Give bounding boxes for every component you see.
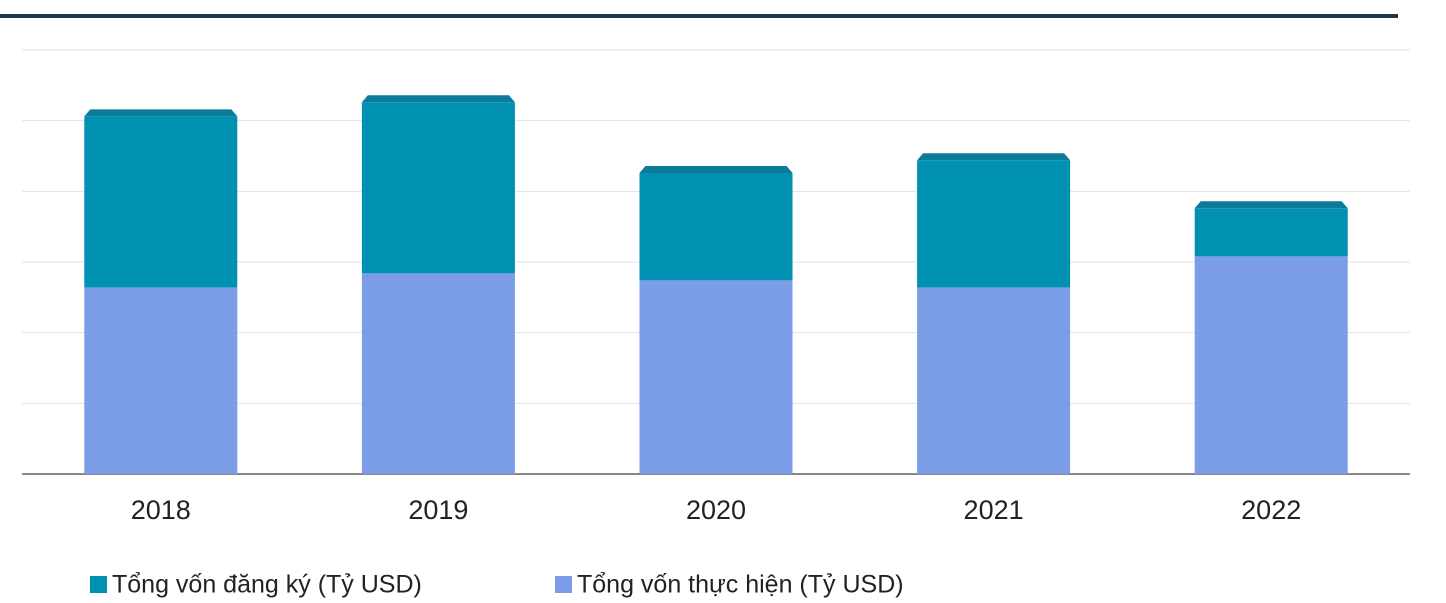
x-tick-label: 2020 [686,495,746,525]
x-tick-label: 2021 [964,495,1024,525]
bar-segment [84,116,238,288]
bar-cap [639,165,793,173]
bar-segment [917,160,1071,288]
x-tick-label: 2018 [131,495,191,525]
bar-segment [639,280,793,474]
bar-segment [1194,208,1348,257]
bar-segment [1194,256,1348,474]
bar-segment [361,273,515,474]
top-rule [0,14,1398,18]
legend-swatch [90,576,107,593]
bar-segment [639,172,793,281]
legend-swatch [555,576,572,593]
legend-label: Tổng vốn thực hiện (Tỷ USD) [577,571,904,599]
bar-segment [361,102,515,274]
bar-cap [84,109,238,117]
legend-label: Tổng vốn đăng ký (Tỷ USD) [112,571,422,599]
x-tick-label: 2019 [408,495,468,525]
x-tick-label: 2022 [1241,495,1301,525]
bar-cap [1194,201,1348,209]
bar-cap [917,153,1071,161]
bar-segment [84,287,238,474]
bar-segment [917,287,1071,474]
bar-cap [361,95,515,103]
